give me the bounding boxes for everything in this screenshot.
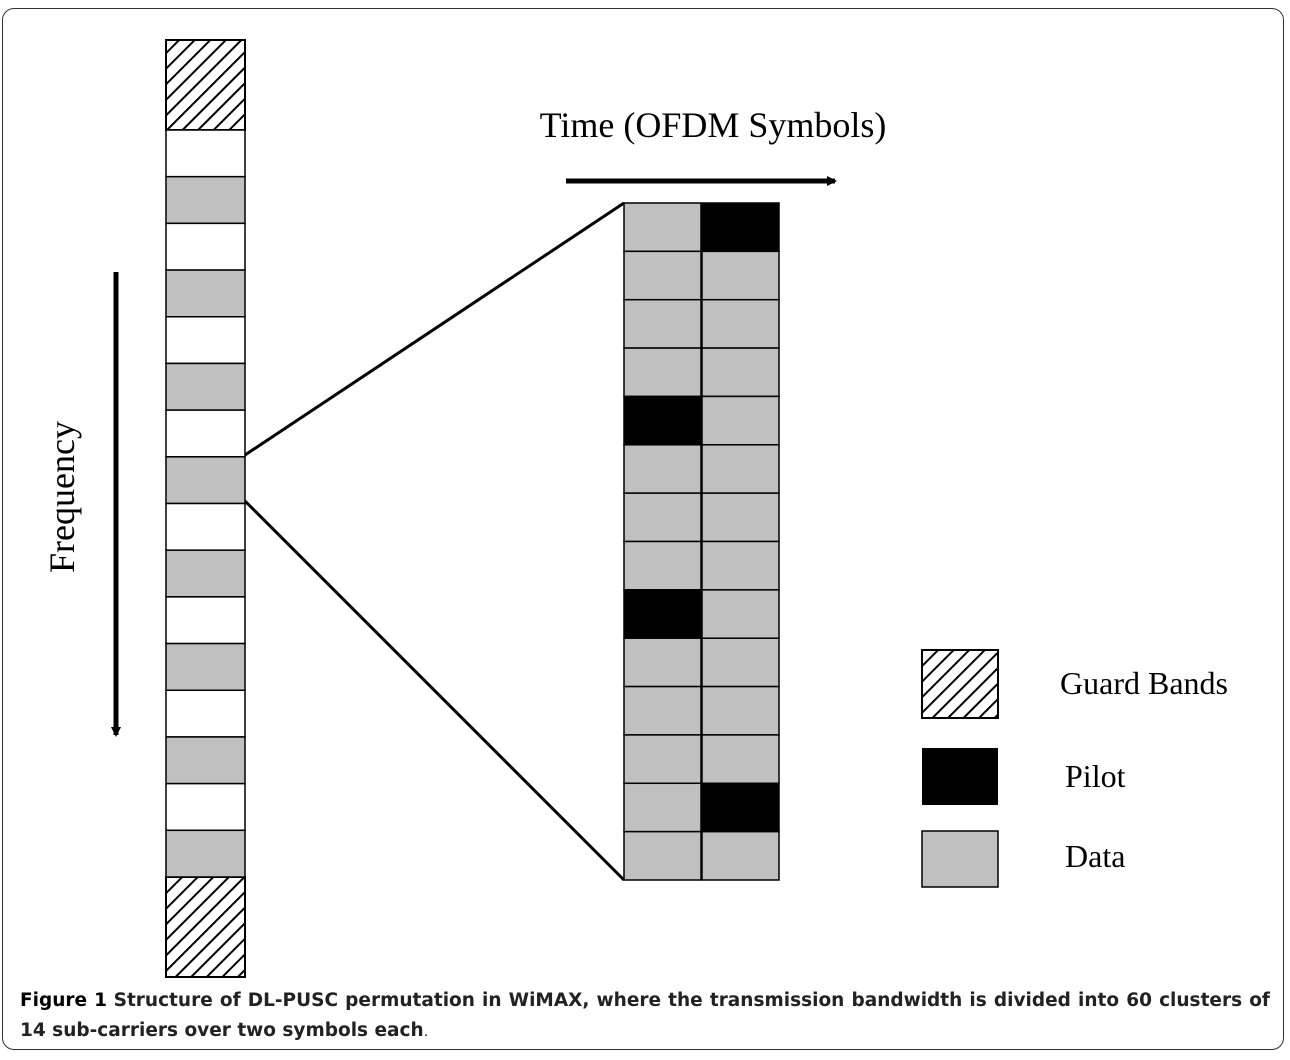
band-cell — [165, 782, 246, 832]
data-cell — [701, 298, 780, 349]
frequency-bands — [165, 39, 246, 978]
data-cell — [623, 492, 702, 543]
band-cell — [165, 456, 246, 505]
band-cell — [165, 736, 246, 785]
band-cell — [165, 549, 246, 598]
zoom-line — [243, 499, 626, 882]
data-cell — [701, 492, 780, 543]
data-cell — [701, 685, 780, 736]
data-cell — [623, 250, 702, 301]
caption: Figure 1 Structure of DL-PUSC permutatio… — [20, 986, 1270, 1047]
guard-band — [165, 876, 246, 978]
data-cell — [701, 444, 780, 494]
data-cell — [701, 540, 780, 591]
legend-data-swatch — [921, 830, 999, 888]
guard-band — [165, 39, 246, 131]
legend-pilot-swatch — [922, 748, 998, 805]
legend-guard-label: Guard Bands — [1060, 665, 1228, 701]
data-cell — [623, 444, 702, 494]
data-cell — [623, 734, 702, 785]
data-cell — [701, 637, 780, 688]
figure-frame — [2, 8, 1284, 1050]
data-cell — [623, 685, 702, 736]
data-cell — [701, 347, 780, 398]
pilot-cell — [701, 782, 780, 833]
data-cell — [701, 830, 780, 881]
data-cell — [623, 202, 702, 253]
data-cell — [623, 298, 702, 349]
band-cell — [165, 129, 246, 178]
data-cell — [701, 589, 780, 639]
frequency-label: Frequency — [42, 421, 82, 573]
data-cell — [623, 637, 702, 688]
data-cell — [623, 540, 702, 591]
band-cell — [165, 222, 246, 271]
data-cell — [701, 734, 780, 785]
data-cell — [623, 830, 702, 881]
band-cell — [165, 175, 246, 225]
data-cell — [623, 347, 702, 398]
band-cell — [165, 362, 246, 411]
time-label: Time (OFDM Symbols) — [540, 105, 887, 145]
caption-label: Figure 1 — [20, 990, 108, 1011]
cluster-grid — [623, 202, 780, 881]
pilot-cell — [623, 395, 702, 446]
band-cell — [165, 502, 246, 551]
caption-text: Structure of DL-PUSC permutation in WiMA… — [20, 990, 1270, 1041]
legend-data-label: Data — [1065, 838, 1125, 874]
pilot-cell — [701, 202, 780, 253]
band-cell — [165, 689, 246, 738]
band-cell — [165, 409, 246, 458]
zoom-line — [244, 201, 625, 457]
pilot-cell — [623, 589, 702, 639]
band-cell — [165, 829, 246, 878]
data-cell — [701, 250, 780, 301]
band-cell — [165, 316, 246, 365]
caption-end: . — [423, 1024, 429, 1040]
legend-guard-swatch — [921, 649, 999, 719]
data-cell — [701, 395, 780, 446]
band-cell — [165, 596, 246, 645]
legend-pilot-label: Pilot — [1065, 758, 1126, 794]
band-cell — [165, 269, 246, 318]
data-cell — [623, 782, 702, 833]
band-cell — [165, 642, 246, 691]
